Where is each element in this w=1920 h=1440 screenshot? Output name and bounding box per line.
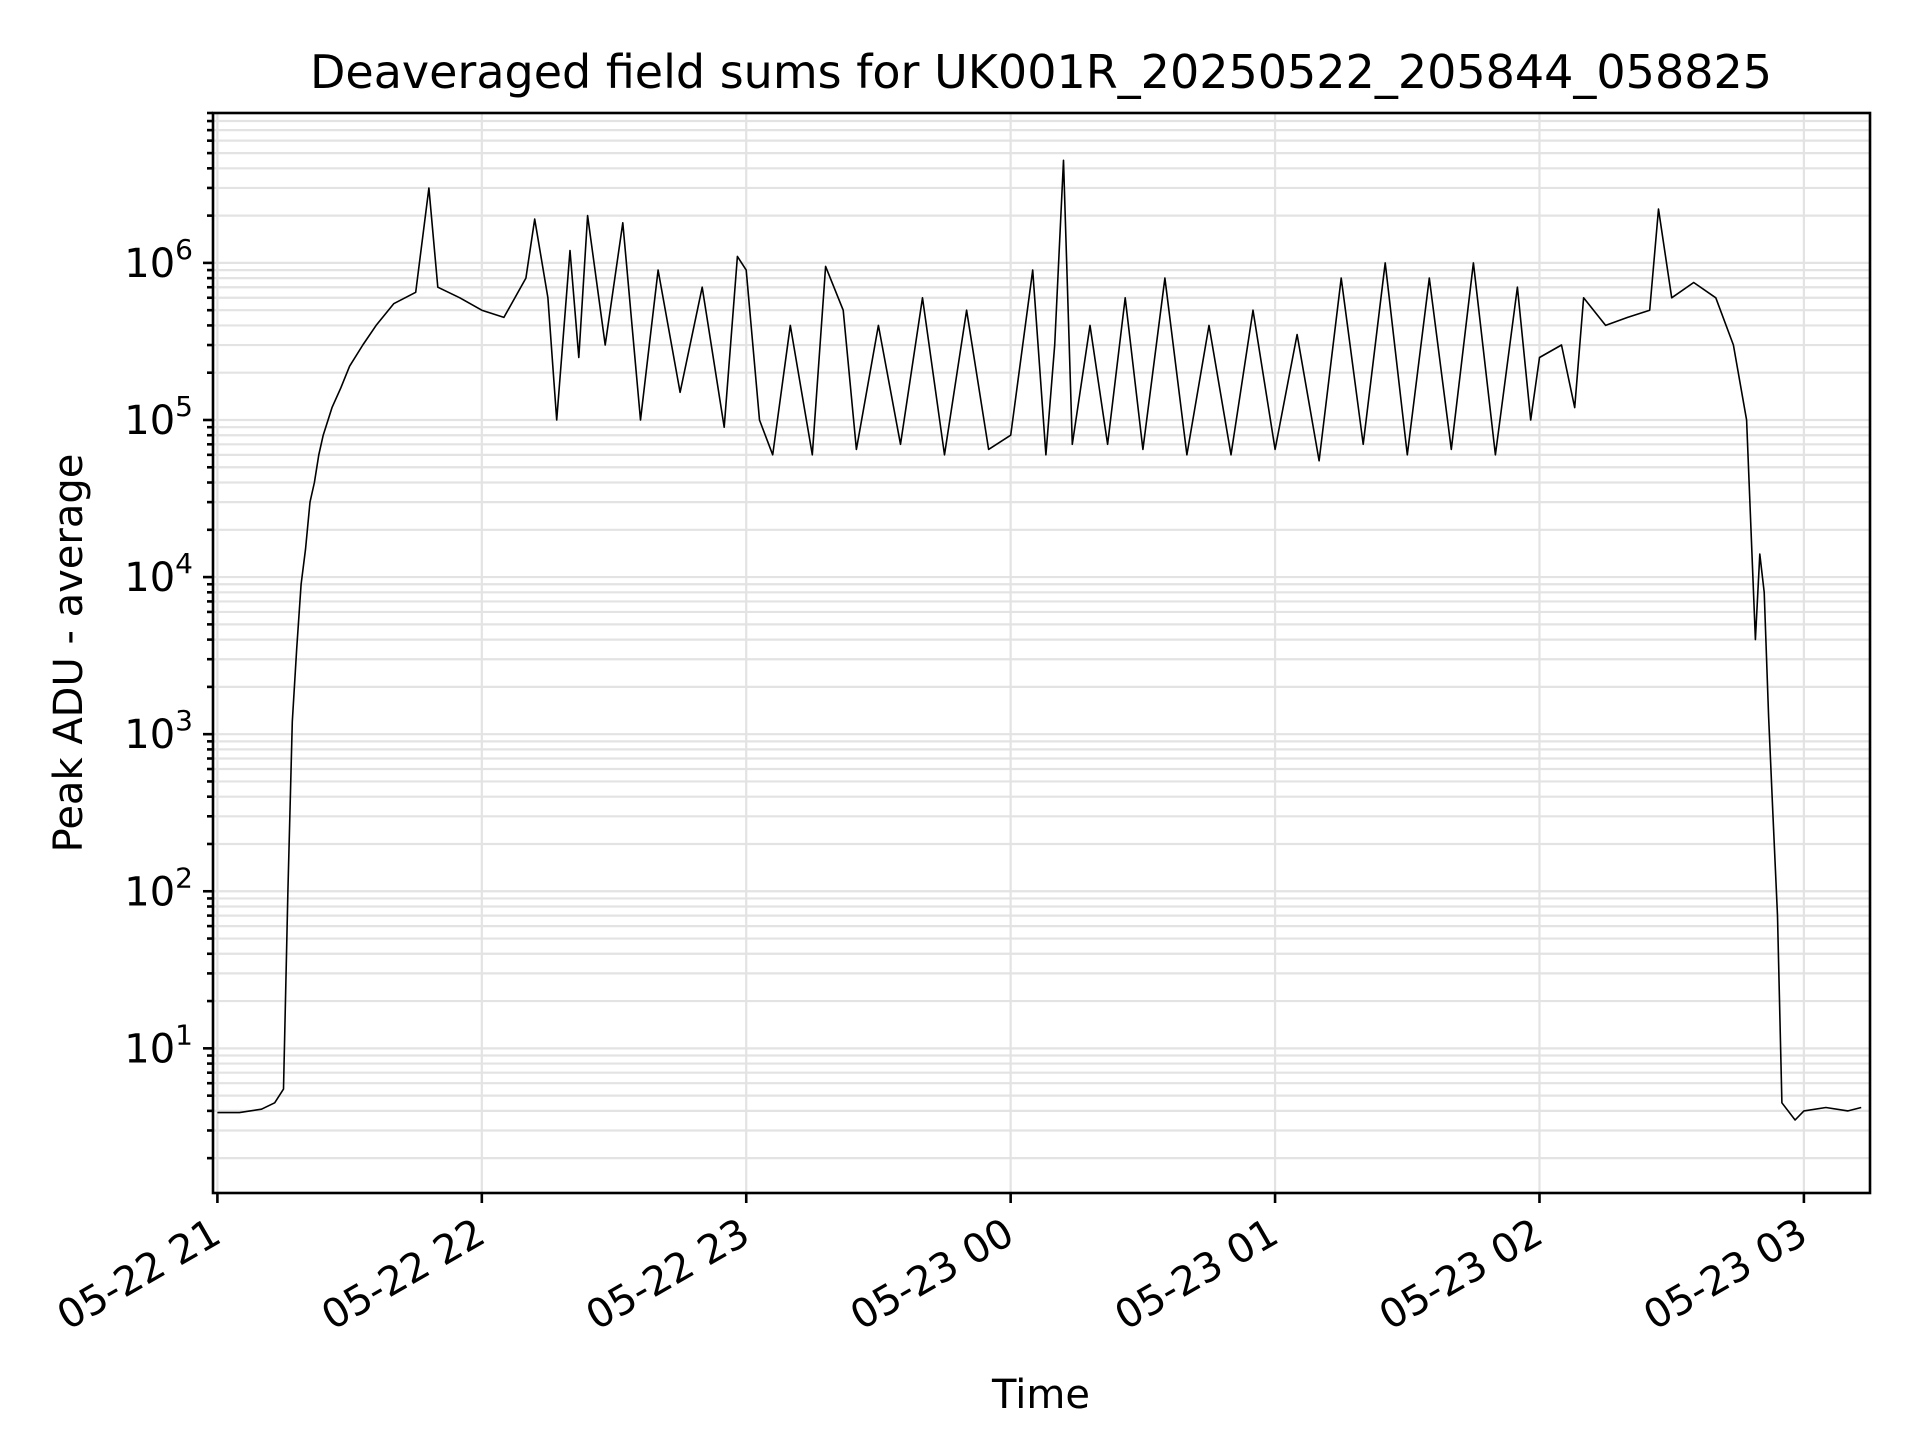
plot-frame (211, 111, 1872, 1195)
grid (213, 111, 1870, 1193)
series-layer (217, 159, 1862, 1121)
x-axis-label: Time (991, 1372, 1090, 1418)
chart-title: Deaveraged field sums for UK001R_2025052… (310, 45, 1772, 99)
y-tick-label: 101 (124, 1018, 193, 1072)
y-tick-label: 104 (124, 547, 193, 601)
y-tick-label: 105 (124, 390, 193, 444)
y-tick-label: 106 (124, 233, 193, 287)
y-tick-label: 103 (124, 704, 193, 758)
series-line (217, 159, 1862, 1121)
y-tick-label: 102 (124, 861, 193, 915)
y-axis-label: Peak ADU - average (46, 454, 92, 853)
